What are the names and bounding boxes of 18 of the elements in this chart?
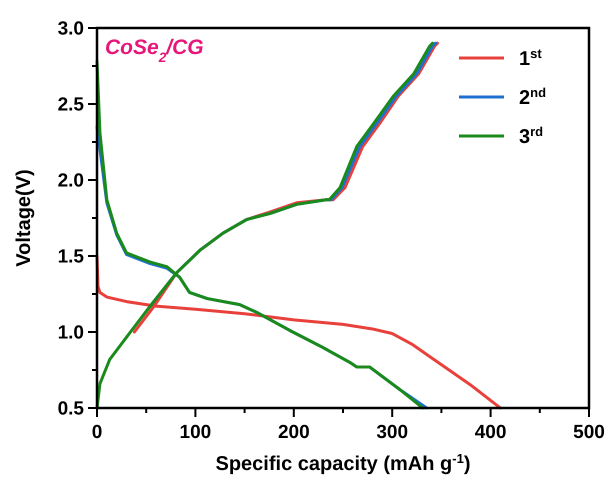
y-tick-label: 2.5 [58,94,84,116]
y-axis-title: Voltage(V) [13,169,35,267]
y-tick-label: 1.0 [58,322,84,344]
x-tick-label: 200 [278,422,310,443]
legend-label: 1$^{st}$ [519,46,542,70]
y-tick-label: 1.5 [58,246,84,268]
legend-label: 2$^{nd}$ [519,84,546,109]
x-tick-label: 500 [573,422,605,443]
x-tick-label: 300 [376,422,408,443]
y-tick-label: 2.0 [58,170,84,192]
y-tick-label: 0.5 [58,398,84,420]
legend-label: 3$^{rd}$ [519,124,544,148]
annotation: CoSe$_{2}$/CG [105,36,204,64]
x-tick-label: 400 [474,422,506,443]
x-axis-title: Specific capacity (mAh g$^{-1}$) [216,450,470,475]
y-tick-label: 3.0 [58,18,84,40]
x-tick-label: 0 [92,422,102,443]
x-tick-label: 100 [180,422,212,443]
